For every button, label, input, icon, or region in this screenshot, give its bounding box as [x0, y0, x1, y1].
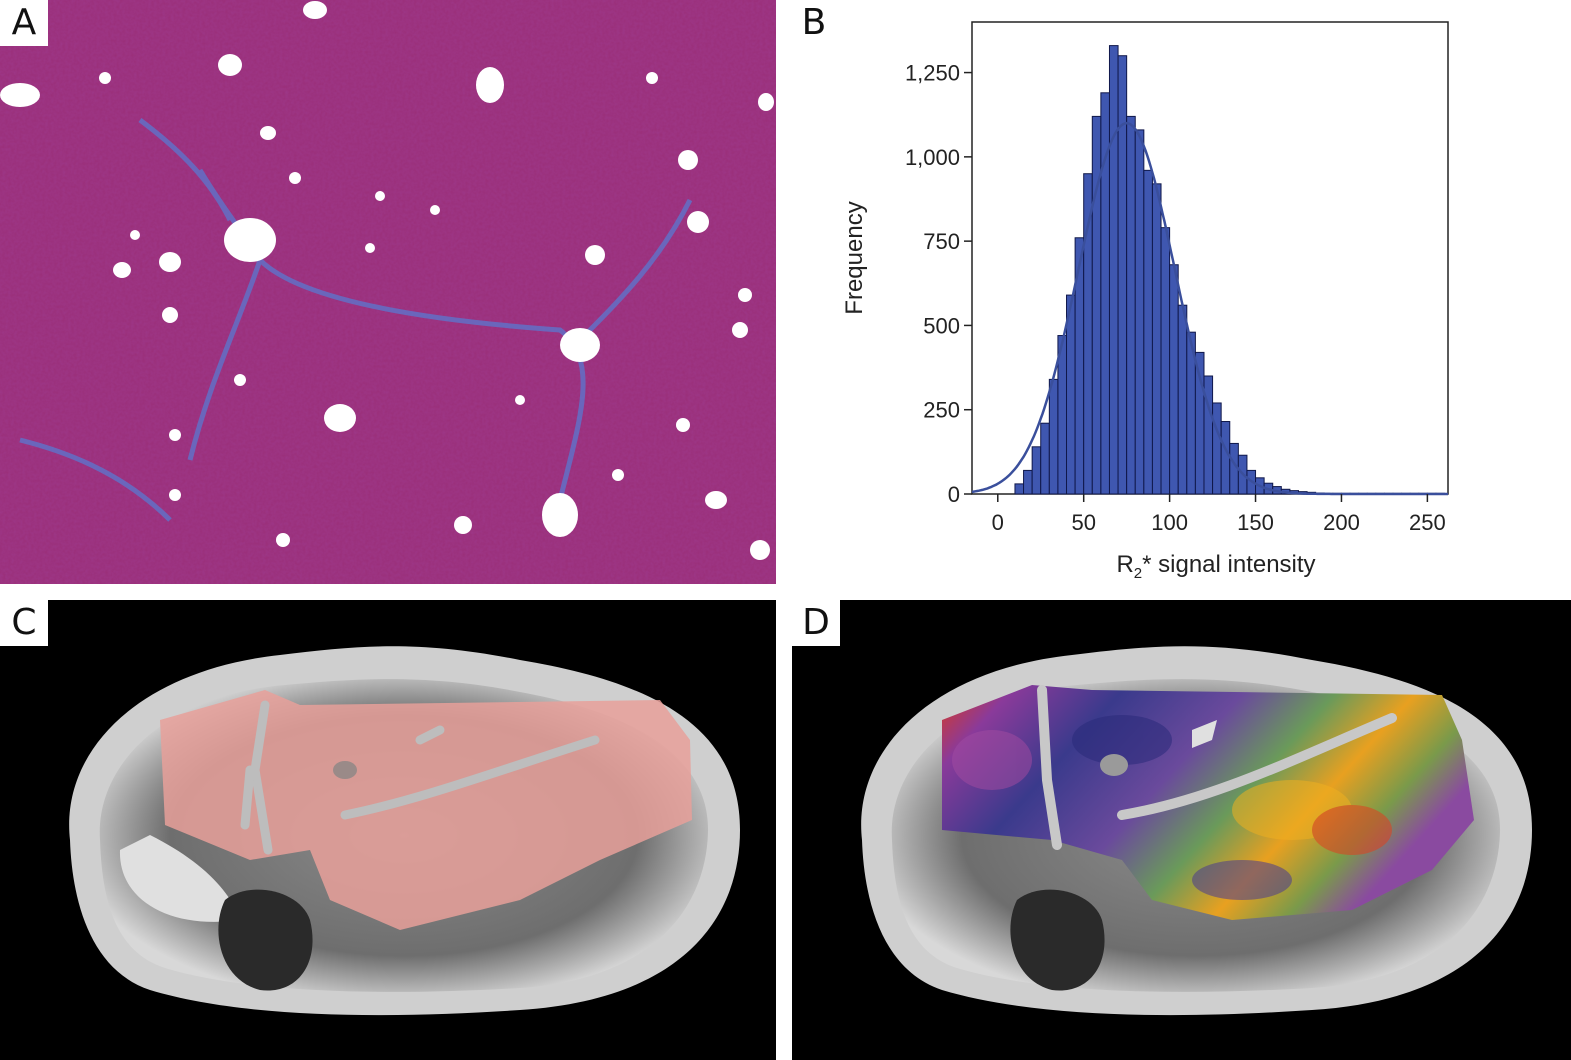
y-tick-label: 750 [923, 229, 960, 254]
histogram-bar [1126, 115, 1136, 495]
histogram-bar [1048, 378, 1059, 495]
histogram-bar [1151, 183, 1162, 495]
mri-roi-panel: C [0, 600, 776, 1060]
normal-fit-curve [971, 121, 1448, 496]
histogram-bar [1014, 483, 1025, 495]
histogram-bar [1143, 169, 1153, 495]
histogram-bar [1160, 227, 1171, 495]
histogram-bar [1117, 55, 1128, 495]
histogram-bar [1212, 402, 1222, 495]
histogram-bar [1066, 294, 1076, 495]
histogram-panel: 0 50 100 150 200 250 0 250 500 750 1,000 1,250 R2* … [790, 0, 1571, 590]
histogram-bar [1134, 129, 1145, 495]
panel-label-a: A [0, 0, 48, 46]
y-tick-label: 500 [923, 313, 960, 338]
y-tick-label: 1,250 [905, 61, 960, 86]
y-axis-title: Frequency [841, 201, 868, 314]
histogram-bar [1040, 422, 1050, 495]
x-axis-title: R2* signal intensity [1116, 551, 1315, 582]
mri-roi-image [0, 600, 776, 1060]
panel-label-d: D [792, 600, 840, 646]
x-tick-label: 200 [1323, 510, 1360, 535]
x-tick-label: 250 [1409, 510, 1446, 535]
mri-colormap-panel: D [792, 600, 1571, 1060]
histogram-bar [1023, 469, 1033, 495]
y-tick-label: 1,000 [905, 145, 960, 170]
histogram-bar [1177, 304, 1188, 495]
histogram-bar [1031, 446, 1042, 495]
x-tick-label: 100 [1151, 510, 1188, 535]
histology-panel: A [0, 0, 776, 584]
x-tick-label: 50 [1071, 510, 1095, 535]
x-tick-label: 150 [1237, 510, 1274, 535]
histogram-chart: 0 50 100 150 200 250 0 250 500 750 1,000 1,250 R2* … [841, 21, 1449, 582]
histogram-bar [1169, 264, 1179, 495]
panel-label-b: B [790, 0, 838, 46]
y-tick-label: 250 [923, 398, 960, 423]
x-tick-label: 0 [992, 510, 1004, 535]
histogram-bar [1220, 421, 1231, 495]
panel-label-c: C [0, 600, 48, 646]
histology-image [0, 0, 776, 584]
mri-colormap-image [792, 600, 1571, 1060]
y-tick-label: 0 [948, 482, 960, 507]
histogram-bar [1108, 45, 1119, 495]
